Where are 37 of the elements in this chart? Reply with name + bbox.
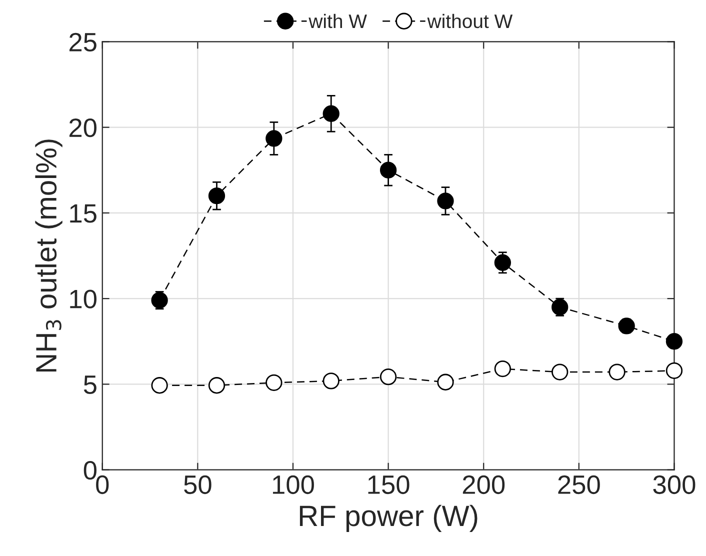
point xyxy=(666,362,683,379)
point xyxy=(208,187,226,204)
x-tick-label: 300 xyxy=(653,475,696,494)
y-tick-label: 0 xyxy=(84,460,96,480)
y-tick-label: 10 xyxy=(70,290,96,308)
x-tick-label: 250 xyxy=(558,475,600,494)
point xyxy=(494,360,512,378)
y-tick-label: 15 xyxy=(70,204,96,223)
x-tick-label: 0 xyxy=(96,475,109,494)
x-tick-label: 150 xyxy=(368,475,410,494)
point xyxy=(552,364,568,380)
point xyxy=(380,162,397,178)
point xyxy=(437,374,454,390)
legend-label: with W xyxy=(308,14,367,28)
y-axis-title: NH$_{3}$ outlet (mol%) xyxy=(35,140,62,372)
point xyxy=(151,377,168,394)
point xyxy=(608,364,626,380)
y-tick-label: 20 xyxy=(69,118,96,138)
point xyxy=(266,130,282,147)
point xyxy=(666,333,683,350)
point xyxy=(380,368,397,386)
x-tick-label: 50 xyxy=(184,475,212,494)
point xyxy=(266,374,282,391)
point xyxy=(322,372,340,390)
y-tick-label: 5 xyxy=(84,376,96,394)
point xyxy=(208,377,226,394)
point xyxy=(322,105,340,122)
point xyxy=(552,298,568,316)
x-tick-label: 100 xyxy=(272,475,314,494)
x-axis-title: RF power (W) xyxy=(300,504,478,532)
point xyxy=(151,292,168,309)
point xyxy=(437,192,454,210)
point xyxy=(494,254,512,271)
legend-label: without W xyxy=(427,14,513,28)
point xyxy=(618,318,635,334)
y-tick-label: 25 xyxy=(69,32,96,52)
x-tick-label: 200 xyxy=(462,475,505,494)
